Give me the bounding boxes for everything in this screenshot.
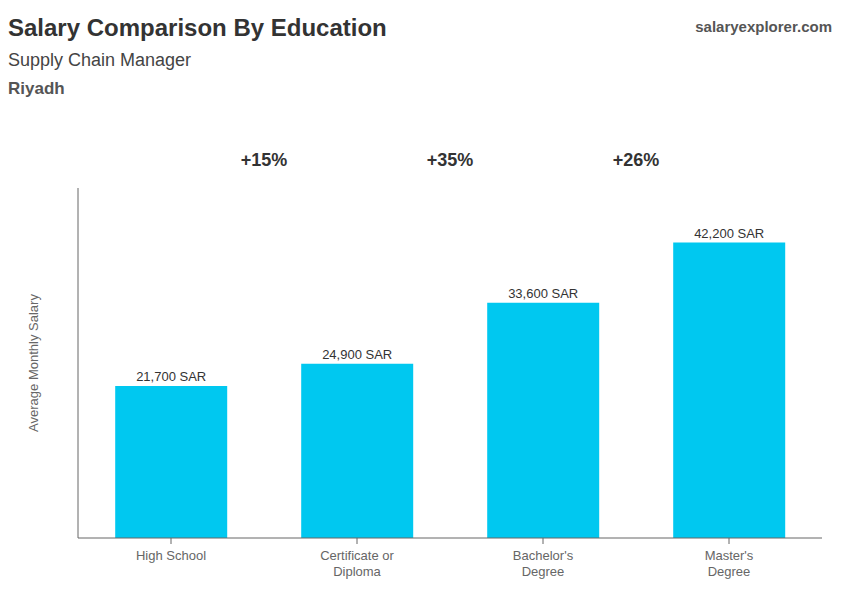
svg-text:Bachelor'sDegree: Bachelor'sDegree: [513, 548, 574, 579]
svg-text:Master'sDegree: Master'sDegree: [705, 548, 754, 579]
html-text:+35%: +35%: [426, 150, 474, 170]
svg-text:Certificate orDiploma: Certificate orDiploma: [320, 548, 394, 579]
svg-text:21,700 SAR: 21,700 SAR: [136, 369, 206, 384]
html-text:Supply Chain Manager: Supply Chain Manager: [8, 50, 192, 70]
svg-text:High School: High School: [136, 548, 206, 563]
svg-text:Average Monthly Salary: Average Monthly Salary: [26, 294, 41, 432]
html-text:+15%: +15%: [240, 150, 288, 170]
svg-text:24,900 SAR: 24,900 SAR: [322, 347, 392, 362]
html-text:Riyadh: Riyadh: [8, 79, 65, 98]
html-text:Salary Comparison By Education: Salary Comparison By Education: [8, 14, 387, 41]
svg-text:33,600 SAR: 33,600 SAR: [508, 286, 578, 301]
html-text:salaryexplorer.com: salaryexplorer.com: [695, 18, 832, 35]
html-text:+26%: +26%: [612, 150, 660, 170]
svg-text:42,200 SAR: 42,200 SAR: [694, 226, 764, 241]
